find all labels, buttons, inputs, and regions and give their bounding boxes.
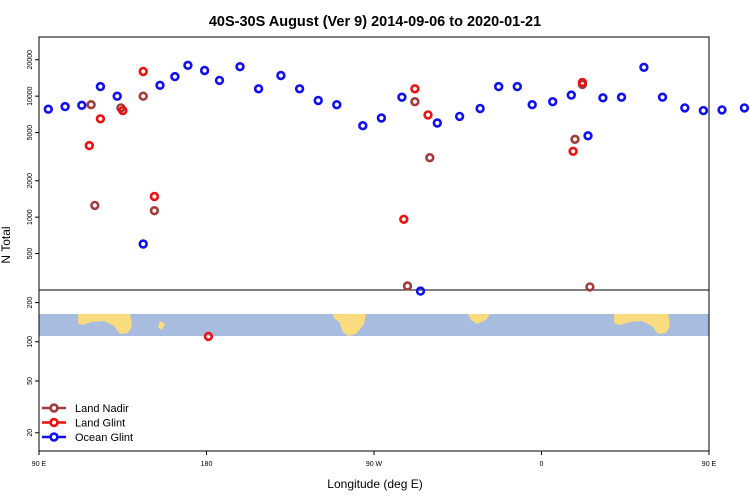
land-glint-point	[203, 331, 214, 342]
y-axis-title: N Total	[0, 226, 13, 263]
ocean-glint-point	[95, 81, 106, 92]
ocean-glint-point	[332, 99, 342, 110]
y-tick-label: 200	[27, 297, 34, 309]
ocean-glint-point	[432, 118, 442, 128]
x-axis-title: Longitude (deg E)	[327, 477, 422, 491]
ocean-glint-point	[214, 75, 225, 86]
map-land-south-america	[333, 314, 366, 336]
ocean-glint-point	[739, 103, 750, 113]
land-glint-point	[84, 140, 95, 151]
ocean-glint-point	[376, 113, 387, 123]
chart-title: 40S-30S August (Ver 9) 2014-09-06 to 202…	[209, 14, 541, 30]
ocean-glint-point	[454, 111, 465, 122]
ocean-glint-point	[170, 71, 180, 82]
ocean-glint-point	[680, 103, 690, 113]
x-tick-label: 180	[201, 461, 213, 468]
land-glint-point	[577, 77, 588, 88]
land-nadir-point	[402, 281, 413, 291]
ocean-glint-point	[358, 120, 368, 131]
ocean-glint-point	[494, 81, 504, 92]
land-nadir-point	[90, 200, 100, 211]
legend-swatch-marker	[49, 432, 59, 442]
land-nadir-point	[585, 282, 595, 292]
map-ocean-band	[39, 314, 709, 336]
map-land-australia	[78, 314, 132, 334]
ocean-glint-point	[698, 105, 709, 116]
ocean-glint-point	[183, 60, 193, 71]
land-glint-point	[399, 214, 409, 225]
ocean-glint-point	[415, 286, 426, 296]
x-tick-label: 0	[540, 461, 544, 468]
ocean-glint-point	[235, 61, 245, 72]
ocean-glint-point	[616, 92, 627, 102]
y-tick-label: 1000	[27, 209, 34, 225]
y-tick-label: 10000	[27, 86, 34, 106]
ocean-glint-point	[527, 99, 537, 110]
ocean-glint-point	[199, 65, 210, 76]
land-glint-point	[568, 146, 578, 157]
legend: Land Nadir Land Glint Ocean Glint	[42, 403, 133, 444]
ocean-glint-point	[475, 103, 485, 114]
land-glint-point	[138, 66, 148, 77]
y-tick-label: 20000	[27, 50, 34, 70]
legend-swatch-marker	[49, 417, 59, 428]
x-tick-label: 90 E	[702, 461, 717, 468]
land-glint-point	[95, 114, 106, 124]
ocean-glint-point	[294, 84, 305, 94]
y-tick-label: 500	[27, 248, 34, 260]
ocean-glint-point	[717, 105, 727, 115]
y-tick-label: 20	[27, 429, 34, 437]
y-tick-label: 5000	[27, 125, 34, 141]
y-tick-label: 50	[27, 377, 34, 385]
map-land-new-zealand	[158, 321, 165, 330]
ocean-glint-point	[43, 104, 53, 114]
map-land-africa	[468, 314, 490, 324]
ocean-glint-point	[547, 96, 558, 107]
ocean-glint-point	[77, 100, 87, 111]
ocean-glint-point	[566, 90, 576, 100]
legend-label: Land Nadir	[75, 403, 129, 415]
ocean-glint-point	[313, 95, 323, 106]
ocean-glint-point	[253, 84, 264, 94]
land-nadir-point	[410, 96, 420, 107]
ocean-glint-point	[138, 239, 148, 249]
land-nadir-point	[570, 134, 580, 145]
ocean-glint-point	[60, 101, 70, 112]
ocean-glint-point	[397, 92, 407, 102]
land-nadir-point	[86, 99, 96, 110]
ocean-glint-point	[598, 93, 608, 103]
legend-swatch-marker	[49, 403, 59, 413]
ocean-glint-point	[276, 70, 286, 81]
land-glint-point	[118, 105, 128, 116]
land-nadir-point	[138, 91, 148, 101]
ocean-glint-point	[657, 92, 668, 102]
land-nadir-point	[425, 153, 435, 163]
x-tick-label: 90 W	[366, 461, 383, 468]
legend-item-ocean-glint: Ocean Glint	[42, 432, 133, 444]
ocean-glint-point	[583, 131, 593, 141]
axes: 90 E 180 90 W 0 90 E 500 1000 2000 5000 10000 2000…	[27, 50, 717, 468]
land-nadir-point	[149, 206, 160, 216]
legend-item-land-nadir: Land Nadir	[42, 403, 129, 415]
y-tick-label: 100	[27, 336, 34, 348]
legend-label: Ocean Glint	[75, 432, 133, 444]
ocean-glint-point	[155, 80, 165, 91]
x-tick-label: 90 E	[32, 461, 47, 468]
world-map-strip	[39, 314, 709, 336]
land-glint-point	[149, 191, 160, 202]
ocean-glint-point	[639, 62, 649, 73]
land-glint-point	[410, 84, 420, 94]
legend-label: Land Glint	[75, 418, 125, 430]
data-points	[43, 60, 750, 342]
ocean-glint-point	[112, 91, 122, 101]
land-glint-point	[423, 110, 433, 120]
y-tick-label: 2000	[27, 173, 34, 189]
map-land-australia-repeat	[614, 314, 670, 334]
legend-item-land-glint: Land Glint	[42, 418, 125, 430]
ocean-glint-point	[512, 81, 522, 92]
